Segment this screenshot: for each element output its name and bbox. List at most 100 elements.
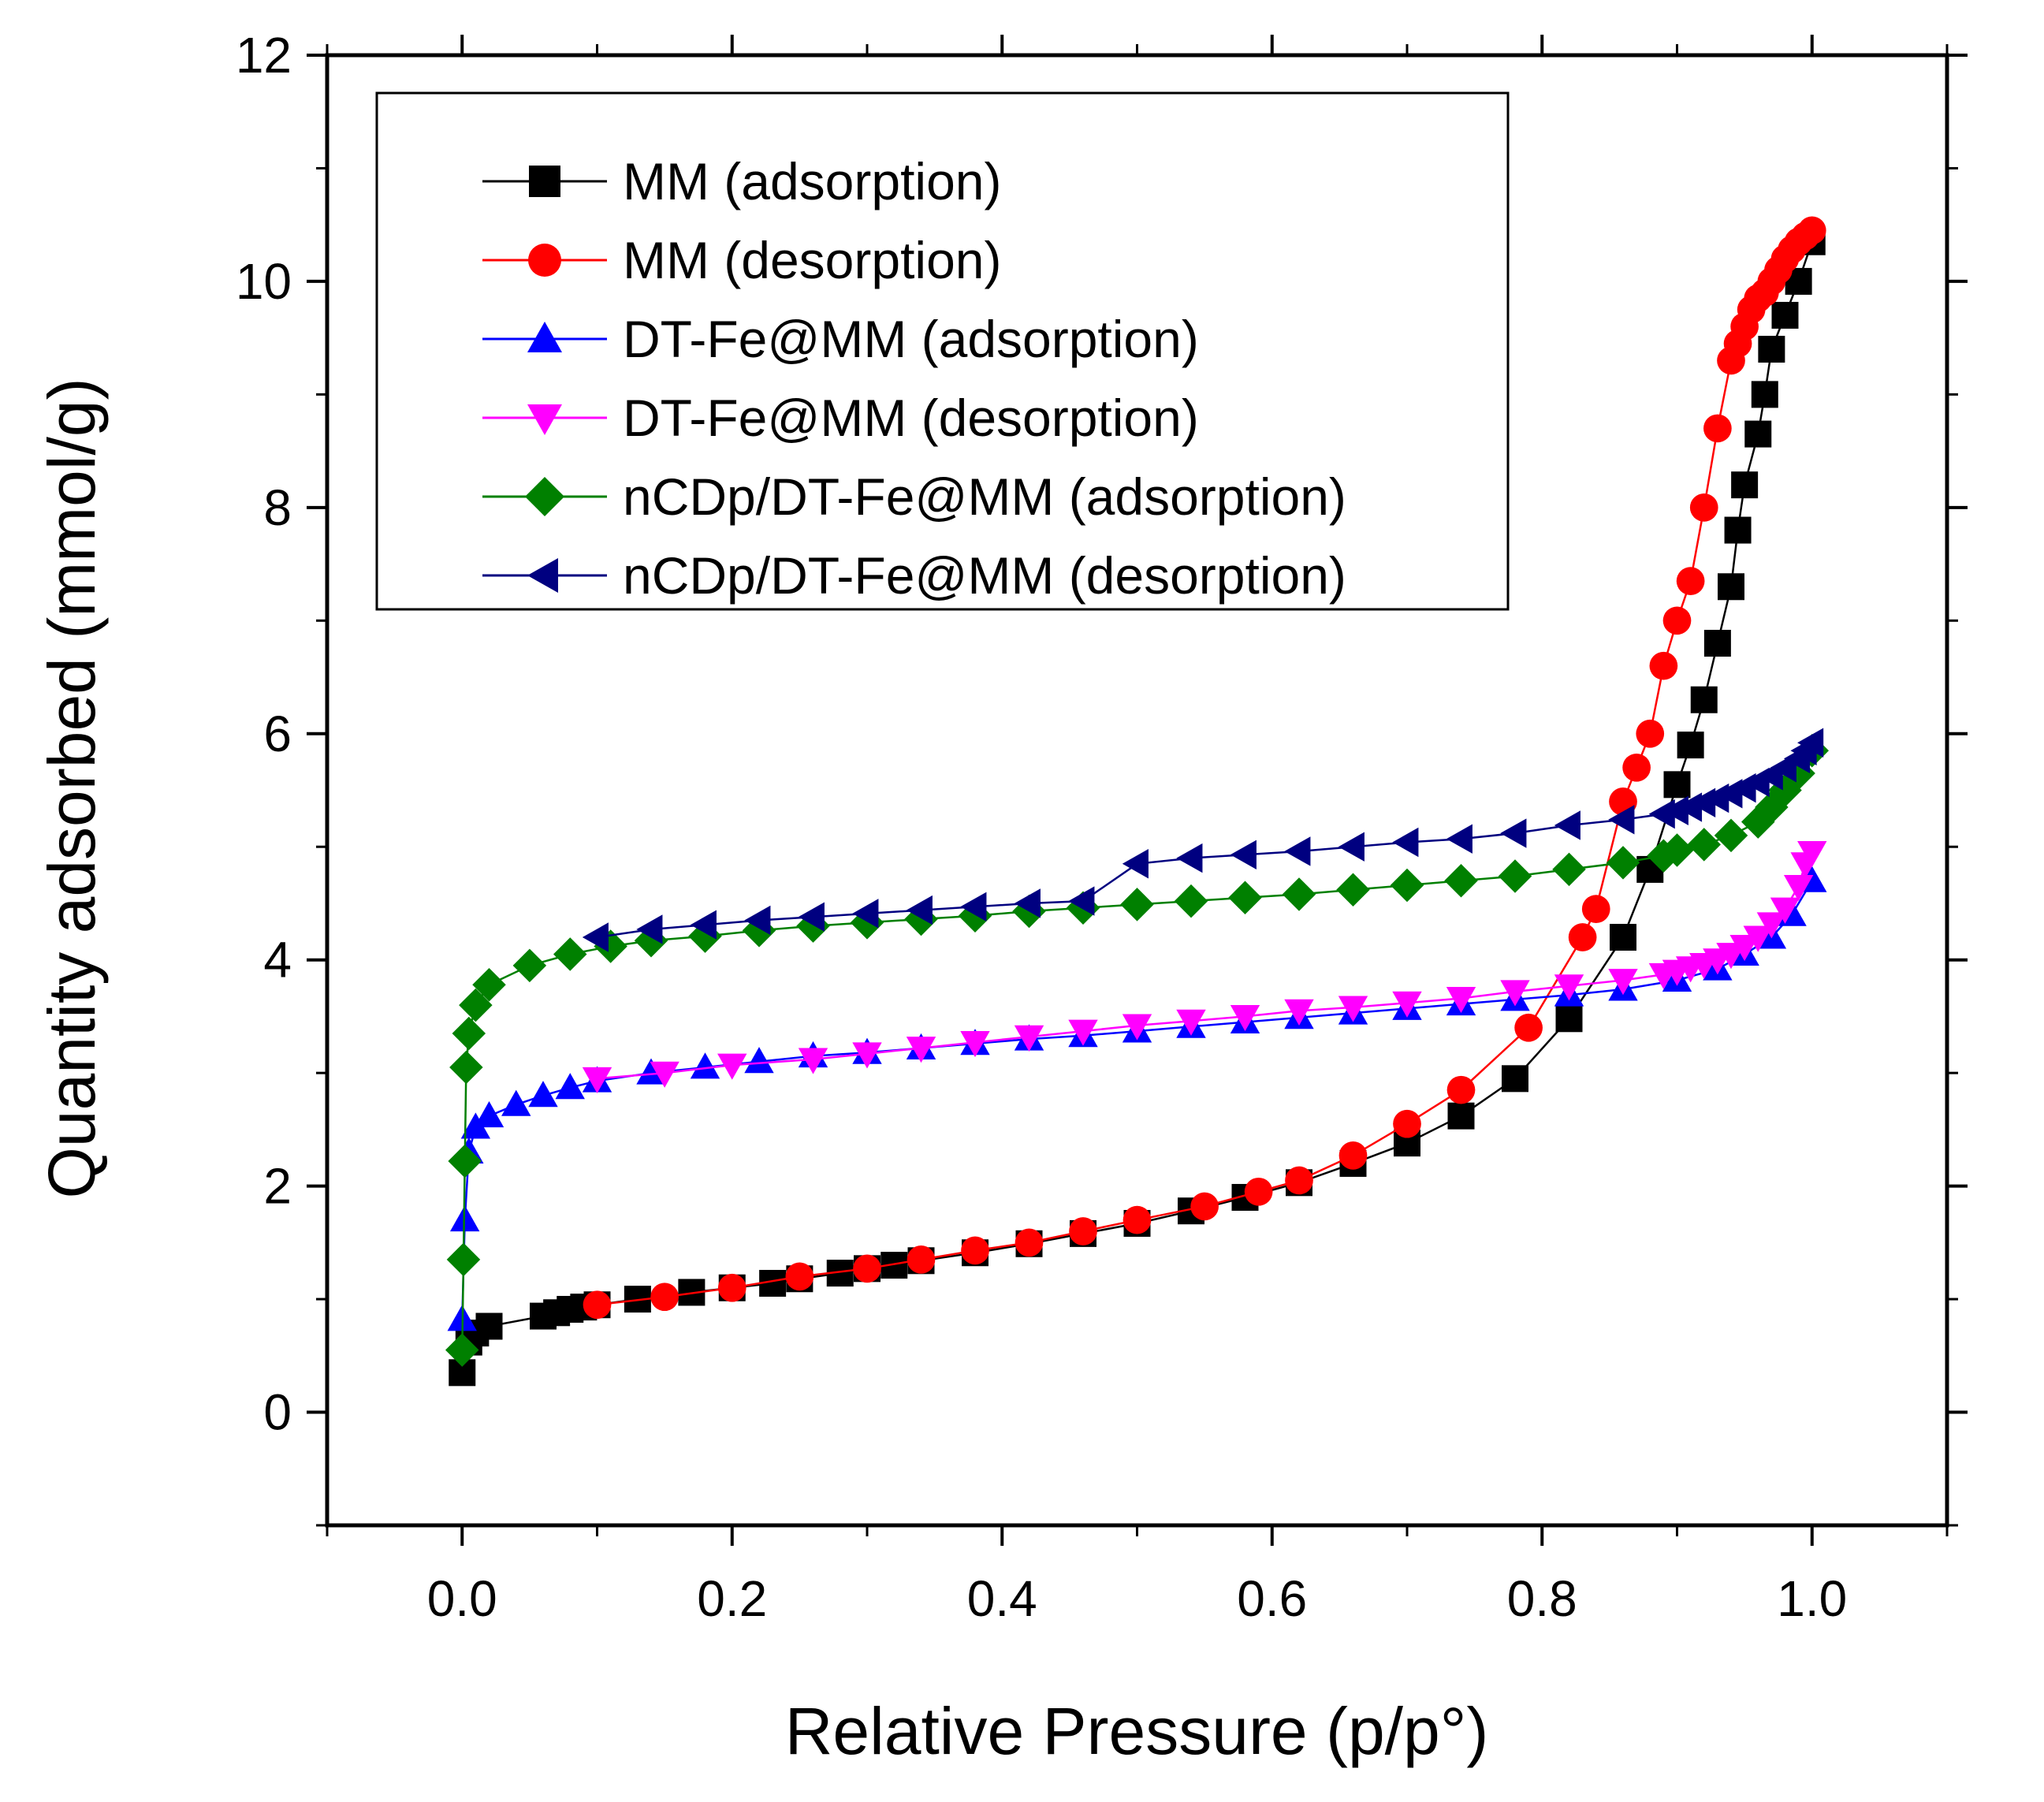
data-point <box>717 1053 747 1080</box>
data-point <box>1120 888 1154 921</box>
data-point <box>1446 824 1472 854</box>
data-point <box>1338 1141 1368 1170</box>
data-point <box>852 1042 882 1069</box>
data-point <box>553 937 587 971</box>
data-point <box>744 1047 774 1074</box>
y-tick-label: 10 <box>236 253 292 310</box>
data-point <box>1392 991 1422 1018</box>
data-point <box>690 1052 720 1079</box>
data-point <box>459 988 493 1022</box>
data-point <box>1675 792 1703 822</box>
data-point <box>1756 761 1783 791</box>
data-point <box>1770 897 1800 924</box>
series-2 <box>583 216 1826 1320</box>
y-axis-tick-labels: 0 2 4 6 8 10 12 <box>236 27 292 1441</box>
data-point <box>1568 923 1597 951</box>
x-axis-tick-labels: 0.0 0.2 0.4 0.6 0.8 1.0 <box>427 1570 1847 1627</box>
data-point <box>1068 1019 1098 1046</box>
data-point <box>1731 471 1759 499</box>
data-point <box>1498 859 1532 893</box>
legend-marker <box>525 477 564 516</box>
data-point <box>1783 743 1811 774</box>
y-tick-label: 6 <box>263 706 292 762</box>
data-point <box>1068 886 1095 916</box>
data-point <box>1190 1192 1219 1221</box>
data-point <box>1500 818 1527 848</box>
series-6 <box>582 728 1824 952</box>
data-point <box>501 1089 531 1116</box>
data-point <box>1703 630 1731 657</box>
data-point <box>717 1273 746 1302</box>
data-point <box>1689 787 1716 817</box>
x-tick-label: 0.4 <box>967 1570 1037 1627</box>
legend-label: MM (desorption) <box>623 231 1001 289</box>
data-point <box>1783 874 1814 902</box>
legend: MM (adsorption) MM (desorption) DT-Fe@MM… <box>375 91 1510 611</box>
data-point <box>1648 799 1675 829</box>
data-point <box>1230 1004 1260 1032</box>
data-point <box>472 968 506 1002</box>
data-point <box>1581 895 1610 923</box>
y-tick-label: 4 <box>263 932 292 988</box>
legend-marker <box>529 166 560 197</box>
data-point <box>1743 925 1773 952</box>
x-tick-label: 0.2 <box>697 1570 767 1627</box>
data-point <box>1552 852 1586 887</box>
data-point <box>1447 1102 1475 1130</box>
x-tick-label: 0.6 <box>1237 1570 1307 1627</box>
data-point <box>1718 573 1744 601</box>
data-point <box>1284 836 1311 866</box>
data-point <box>1729 935 1759 962</box>
data-point <box>528 1081 558 1108</box>
legend-marker <box>527 404 562 435</box>
x-tick-label: 1.0 <box>1777 1570 1847 1627</box>
data-point <box>1554 810 1580 840</box>
data-point <box>1662 795 1688 826</box>
series-line <box>461 880 1813 1320</box>
data-point <box>1662 606 1692 635</box>
data-point <box>1756 912 1787 939</box>
data-point <box>1282 877 1316 911</box>
data-point <box>1392 827 1419 858</box>
data-point <box>1751 381 1778 408</box>
data-point <box>583 1290 612 1320</box>
data-point <box>1636 719 1665 748</box>
legend-marker <box>527 558 558 593</box>
legend-label: DT-Fe@MM (adsorption) <box>623 310 1199 368</box>
data-point <box>1122 849 1149 879</box>
data-point <box>1677 732 1704 759</box>
data-point <box>1176 843 1203 873</box>
data-point <box>690 910 717 940</box>
data-point <box>582 1067 612 1094</box>
data-point <box>1608 969 1638 996</box>
data-point <box>1660 833 1694 867</box>
data-point <box>1500 980 1530 1007</box>
data-point <box>449 1050 483 1085</box>
data-point <box>960 1030 990 1058</box>
data-point <box>1444 864 1478 898</box>
data-point <box>1755 790 1789 825</box>
data-point <box>1176 1009 1206 1036</box>
data-point <box>1446 1075 1476 1104</box>
data-point <box>1649 651 1678 680</box>
data-point <box>1336 873 1370 907</box>
data-point <box>1123 1205 1152 1234</box>
data-point <box>852 899 879 929</box>
y-axis-title: Quantity adsorbed (mmol/g) <box>35 378 109 1198</box>
data-point <box>636 1058 666 1085</box>
data-point <box>445 1333 479 1367</box>
data-point <box>1690 686 1718 713</box>
data-point <box>1770 753 1796 783</box>
data-point <box>907 1245 936 1274</box>
data-point <box>1724 516 1752 544</box>
x-tick-label: 0.8 <box>1507 1570 1577 1627</box>
data-point <box>1015 1228 1044 1257</box>
data-point <box>1502 1065 1528 1093</box>
data-point <box>1554 974 1584 1001</box>
data-point <box>1174 884 1208 918</box>
data-point <box>1758 336 1785 363</box>
data-point <box>582 922 609 952</box>
data-point <box>1606 846 1640 880</box>
legend-label: nCDp/DT-Fe@MM (adsorption) <box>623 467 1346 526</box>
